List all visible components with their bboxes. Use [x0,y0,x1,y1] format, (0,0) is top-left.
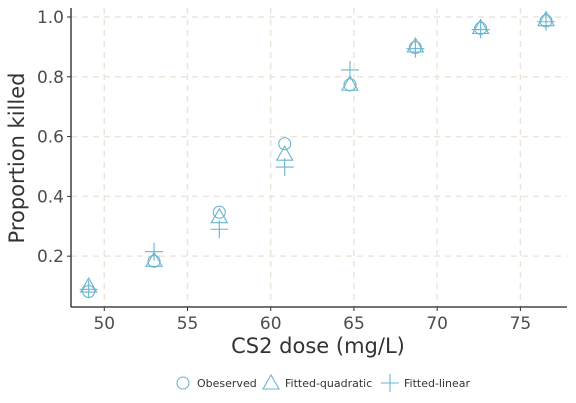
data-points [79,10,556,299]
point-plus [340,60,359,79]
x-axis-title: CS2 dose (mg/L) [231,334,405,358]
point-plus [537,12,556,31]
point-triangle [341,75,359,91]
point-plus [145,242,164,261]
legend-key-plus [381,374,399,392]
y-tick-label: 1.0 [37,8,64,28]
legend: Obeserved Fitted-quadratic Fitted-linear [176,373,471,392]
legend-key-triangle [262,373,280,390]
legend-item: Fitted-quadratic [262,373,372,390]
axes [67,8,567,311]
legend-label: Fitted-linear [404,377,471,390]
y-axis-title: Proportion killed [5,73,29,244]
point-circle [278,137,292,151]
x-tick-label: 75 [510,314,532,334]
legend-key-circle [176,376,190,390]
point-plus [210,220,229,239]
x-tick-label: 55 [177,314,199,334]
point-circle [212,205,226,219]
point-plus [406,39,425,58]
legend-item: Fitted-linear [381,374,471,392]
point-plus [79,280,98,299]
point-triangle [145,251,164,267]
y-tick-label: 0.4 [37,187,64,207]
point-circle [343,78,357,92]
legend-label: Obeserved [197,377,257,390]
y-tick-label: 0.6 [37,128,64,148]
tick-labels: 50 55 60 65 70 75 0.2 0.4 0.6 0.8 1.0 [37,8,531,334]
legend-label: Fitted-quadratic [285,377,372,390]
y-tick-label: 0.8 [37,68,64,88]
point-plus [471,20,490,39]
y-tick-label: 0.2 [37,247,64,267]
x-tick-label: 60 [260,314,282,334]
x-tick-label: 65 [343,314,365,334]
grid-lines [71,8,567,307]
point-plus [275,158,294,177]
legend-item: Obeserved [176,376,257,390]
x-tick-label: 70 [426,314,448,334]
x-tick-label: 50 [93,314,115,334]
